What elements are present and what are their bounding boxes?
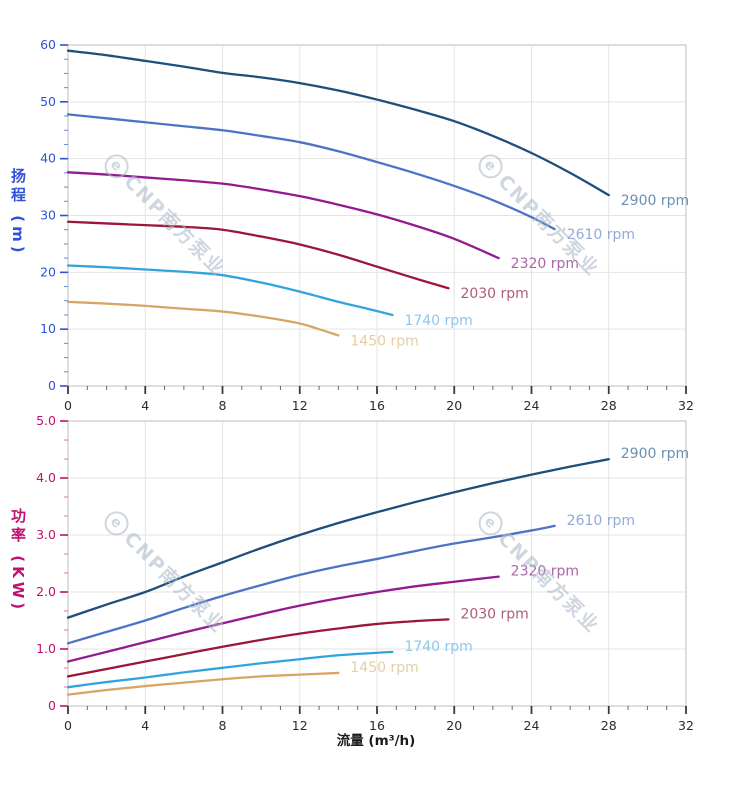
y-tick-label: 0: [48, 378, 56, 393]
x-tick-label: 16: [369, 398, 385, 413]
head-plot: 0 4 8 12 16 20 24 28 32 0 10 20 30 40 50 60 2900 rpm 2610…: [40, 37, 694, 413]
x-tick-label: 12: [292, 398, 308, 413]
x-tick-label: 24: [524, 718, 540, 733]
curve-label-1740-rpm: 1740 rpm: [404, 639, 472, 655]
power-plot: 0 4 8 12 16 20 24 28 32 0 1.0 2.0 3.0 4.0 5.0 2900 rpm 2…: [36, 413, 694, 733]
x-tick-label: 0: [64, 398, 72, 413]
curve-2610-rpm: [66, 113, 556, 231]
x-tick-label: 28: [601, 718, 617, 733]
y-tick-label: 50: [40, 94, 56, 109]
curve-2610-rpm: [66, 524, 556, 645]
curve-label-2030-rpm: 2030 rpm: [460, 606, 528, 622]
curve-1450-rpm: [66, 300, 340, 337]
curve-2030-rpm: [66, 618, 450, 678]
y-tick-label: 0: [48, 698, 56, 713]
curve-label-2610-rpm: 2610 rpm: [567, 513, 635, 529]
curve-label-1450-rpm: 1450 rpm: [350, 660, 418, 676]
curve-1450-rpm: [66, 671, 340, 696]
x-tick-label: 16: [369, 718, 385, 733]
curve-2030-rpm: [66, 220, 450, 290]
x-tick-label: 28: [601, 398, 617, 413]
curve-label-2320-rpm: 2320 rpm: [511, 564, 579, 580]
flow-axis-title: 流量 (m³/h): [336, 733, 416, 749]
curve-2320-rpm: [66, 575, 500, 663]
x-tick-label: 8: [219, 398, 227, 413]
y-tick-label: 40: [40, 151, 56, 166]
x-tick-label: 12: [292, 718, 308, 733]
y-tick-label: 1.0: [36, 641, 56, 656]
curve-label-2900-rpm: 2900 rpm: [621, 446, 689, 462]
curve-label-2900-rpm: 2900 rpm: [621, 193, 689, 209]
y-tick-label: 3.0: [36, 527, 56, 542]
x-tick-label: 4: [141, 718, 149, 733]
x-tick-label: 32: [678, 398, 694, 413]
y-tick-label: 60: [40, 37, 56, 52]
curve-1740-rpm: [66, 650, 394, 689]
y-tick-label: 20: [40, 264, 56, 279]
y-tick-label: 5.0: [36, 413, 56, 428]
curve-1740-rpm: [66, 264, 394, 317]
curve-label-1740-rpm: 1740 rpm: [404, 313, 472, 329]
curve-2320-rpm: [66, 171, 500, 260]
y-tick-label: 4.0: [36, 470, 56, 485]
y-tick-label: 2.0: [36, 584, 56, 599]
curve-label-1450-rpm: 1450 rpm: [350, 333, 418, 349]
head-axis-title: 扬程 (m): [9, 168, 27, 257]
curve-2900-rpm: [66, 49, 610, 197]
x-tick-label: 24: [524, 398, 540, 413]
x-tick-label: 4: [141, 398, 149, 413]
power-axis-title: 功率 (KW): [9, 508, 27, 614]
x-tick-label: 20: [446, 398, 462, 413]
x-tick-label: 8: [219, 718, 227, 733]
y-tick-label: 10: [40, 321, 56, 336]
curve-label-2030-rpm: 2030 rpm: [460, 286, 528, 302]
curve-label-2320-rpm: 2320 rpm: [511, 256, 579, 272]
x-tick-label: 0: [64, 718, 72, 733]
x-tick-label: 20: [446, 718, 462, 733]
curve-2900-rpm: [66, 458, 610, 619]
x-tick-label: 32: [678, 718, 694, 733]
curve-label-2610-rpm: 2610 rpm: [567, 227, 635, 243]
y-tick-label: 30: [40, 208, 56, 223]
